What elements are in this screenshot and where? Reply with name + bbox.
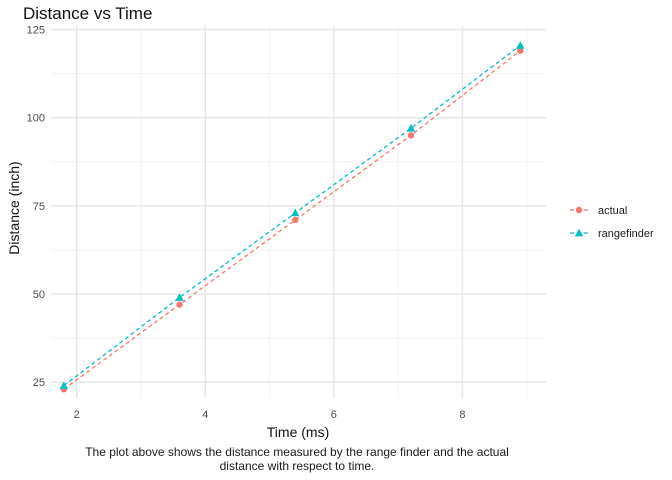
actual-data-point — [408, 132, 414, 138]
y-axis-label: Distance (inch) — [6, 161, 22, 254]
caption-line-2: distance with respect to time. — [0, 459, 594, 473]
minor-gridlines — [51, 26, 546, 398]
major-gridlines — [51, 26, 546, 398]
y-tick-label: 25 — [33, 377, 45, 389]
caption-line-1: The plot above shows the distance measur… — [0, 445, 594, 459]
x-axis-label: Time (ms) — [267, 424, 329, 440]
y-tick-label: 75 — [33, 201, 45, 213]
actual-data-point — [176, 301, 182, 307]
rangefinder-data-point — [407, 124, 415, 132]
x-tick-label: 8 — [459, 409, 465, 421]
series-points — [60, 41, 525, 392]
legend-rangefinder-marker — [575, 229, 583, 237]
x-tick-label: 4 — [202, 409, 208, 421]
actual-data-point — [292, 217, 298, 223]
legend-actual-marker — [576, 207, 582, 213]
y-tick-label: 100 — [27, 113, 45, 125]
legend: actual rangefinder — [570, 205, 654, 240]
x-tick-label: 2 — [74, 409, 80, 421]
rangefinder-data-point — [516, 41, 524, 49]
x-axis-ticks: 2 4 6 8 — [74, 409, 466, 421]
y-axis-ticks: 25 50 75 100 125 — [27, 25, 45, 390]
distance-time-chart: 2 4 6 8 25 50 75 100 125 Time (ms) Distance (in… — [0, 0, 672, 440]
y-tick-label: 50 — [33, 289, 45, 301]
rangefinder-data-point — [291, 209, 299, 217]
x-tick-label: 6 — [331, 409, 337, 421]
legend-actual-label: actual — [598, 205, 627, 217]
y-tick-label: 125 — [27, 25, 45, 37]
legend-rangefinder-label: rangefinder — [598, 228, 654, 240]
